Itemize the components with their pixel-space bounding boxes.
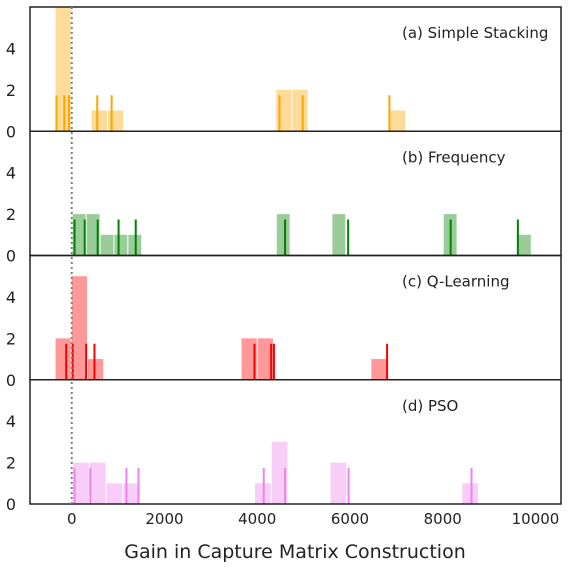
histogram-bar — [91, 110, 107, 132]
panel-4: 0 2 4 (d) PSO — [6, 379, 562, 514]
y-tick-label: 4 — [6, 412, 16, 431]
x-tick-label: 10000 — [512, 510, 560, 528]
y-tick-label: 0 — [6, 247, 16, 266]
panel-3: 0 2 4 (c) Q-Learning — [6, 254, 562, 390]
histogram-bar — [71, 276, 88, 380]
histogram-bar — [89, 462, 106, 504]
y-tick-label: 2 — [6, 454, 16, 473]
y-tick-label: 2 — [6, 81, 16, 100]
x-axis-label: Gain in Capture Matrix Construction — [124, 541, 466, 563]
histogram-bar — [72, 214, 86, 256]
x-tick-label: 8000 — [424, 510, 462, 528]
histogram-bar — [107, 110, 124, 132]
panel-label: (b) Frequency — [402, 148, 506, 166]
y-tick-label: 4 — [6, 39, 16, 58]
histogram-bar — [292, 89, 308, 132]
histogram-bar — [257, 338, 273, 380]
histogram-bar — [271, 441, 288, 504]
panel-label: (d) PSO — [402, 397, 458, 415]
histogram-bar — [73, 462, 89, 504]
histogram-bar — [106, 483, 123, 504]
histogram-bar — [330, 462, 347, 504]
panel-label: (c) Q-Learning — [402, 273, 509, 291]
x-tick-label: 0 — [67, 510, 77, 528]
panel-frame — [29, 379, 562, 505]
y-tick-label: 2 — [6, 329, 16, 348]
panel-2: 0 2 4 (b) Frequency — [6, 130, 562, 266]
panel-label: (a) Simple Stacking — [402, 24, 548, 42]
x-tick-label: 2000 — [145, 510, 183, 528]
histogram-bar — [332, 214, 346, 256]
y-tick-label: 0 — [6, 495, 16, 514]
y-tick-label: 0 — [6, 371, 16, 390]
histogram-bar — [100, 234, 114, 256]
histogram-bar — [114, 234, 128, 256]
histogram-bar — [371, 359, 387, 380]
y-tick-label: 4 — [6, 288, 16, 307]
x-tick-label: 4000 — [238, 510, 276, 528]
y-tick-label: 2 — [6, 205, 16, 224]
histogram-bar — [88, 359, 104, 380]
y-tick-label: 0 — [6, 122, 16, 141]
histogram-bar — [389, 110, 406, 132]
x-tick-label: 6000 — [331, 510, 369, 528]
histogram-bar — [517, 234, 531, 256]
histogram-bar — [241, 338, 257, 380]
y-tick-label: 4 — [6, 164, 16, 183]
panels-group: 0 2 4 (a) Simple Stacking 0 2 4 (b) Frequency 0 2… — [6, 6, 562, 514]
histogram-bar — [462, 483, 478, 504]
histogram-bar — [55, 7, 71, 132]
histogram-bar — [55, 338, 71, 380]
histogram-bar — [86, 214, 100, 256]
x-axis-group: 0 2000 4000 6000 8000 10000 — [67, 510, 559, 528]
panel-1: 0 2 4 (a) Simple Stacking — [6, 6, 562, 141]
histogram-bar — [276, 214, 290, 256]
